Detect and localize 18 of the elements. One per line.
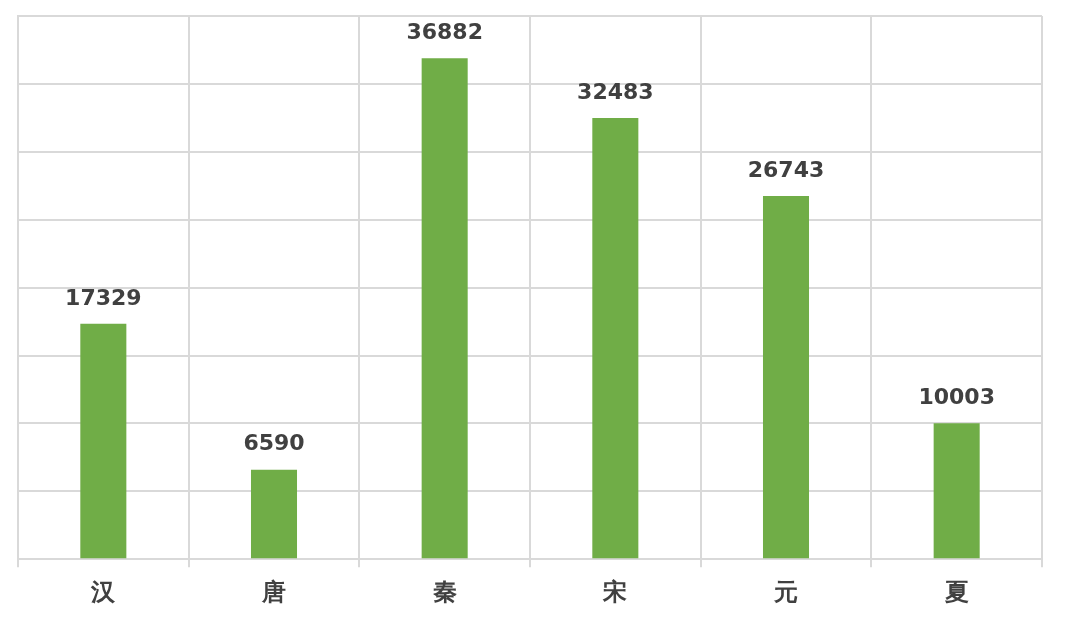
bar: [80, 323, 127, 559]
bar: [762, 196, 810, 559]
x-tick-label: 夏: [943, 577, 969, 606]
x-tick-label: 秦: [432, 577, 457, 606]
data-label: 26743: [747, 156, 825, 182]
x-tick-label: 元: [773, 577, 798, 606]
bar: [421, 58, 468, 559]
x-tick-label: 汉: [90, 577, 117, 606]
bar: [933, 423, 980, 559]
data-label: 36882: [406, 19, 483, 45]
data-label: 17329: [65, 284, 142, 310]
x-tick-label: 宋: [602, 577, 628, 606]
x-tick-label: 唐: [261, 577, 286, 606]
bar: [250, 469, 298, 559]
bar: [592, 118, 639, 559]
data-label: 6590: [243, 430, 305, 456]
data-label: 32483: [577, 78, 654, 104]
data-label: 10003: [918, 384, 995, 410]
